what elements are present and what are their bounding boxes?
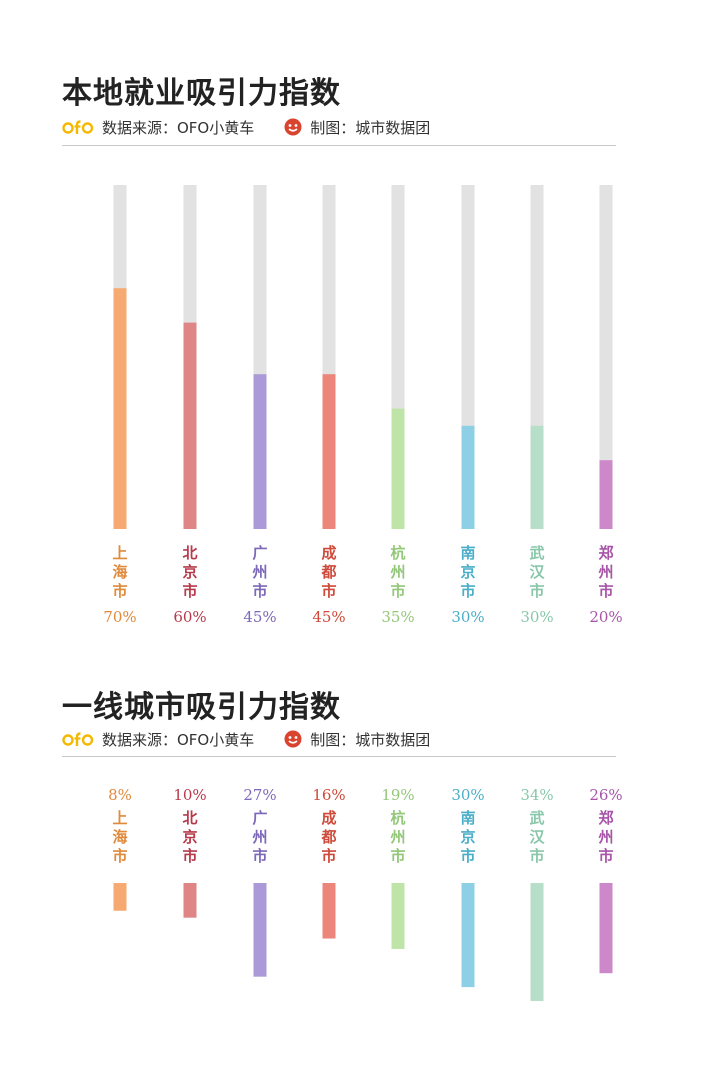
bar-chart-first-tier-attraction: 8% 上海市 10% 北京市 27% 广州市 16% 成都市 19% 杭州市 30% 南京市 34% 武汉…: [108, 786, 623, 1001]
bar: [113, 883, 127, 911]
face-icon: [284, 730, 302, 748]
bar: [391, 408, 405, 529]
chart-meta: 数据来源：OFO小黄车 制图：城市数据团: [62, 116, 430, 138]
city-label: 成都市: [320, 809, 336, 865]
chart-section-2: 一线城市吸引力指数 数据来源：OFO小黄车 制图：城市数据团 8% 上海市 10% 北…: [0, 660, 720, 1076]
value-label: 35%: [381, 608, 414, 626]
bar: [391, 883, 405, 949]
value-label: 30%: [520, 608, 553, 626]
city-label: 南京市: [460, 809, 475, 865]
maker-label: 制图：城市数据团: [310, 730, 431, 749]
bar: [530, 883, 544, 1001]
value-label: 19%: [381, 786, 414, 804]
city-label: 郑州市: [597, 809, 613, 865]
ofo-logo-icon: [62, 120, 94, 134]
bar: [253, 883, 267, 977]
ofo-logo-icon: [62, 732, 94, 746]
bar: [183, 883, 197, 918]
bar: [599, 883, 613, 974]
value-label: 26%: [589, 786, 622, 804]
value-label: 30%: [451, 786, 484, 804]
bar: [461, 425, 475, 529]
chart-section-1: 本地就业吸引力指数 数据来源：OFO小黄车 制图：城市数据团 上海市 70% 北京市…: [62, 76, 623, 626]
bar: [599, 460, 613, 529]
value-label: 16%: [312, 786, 345, 804]
city-label: 杭州市: [389, 809, 405, 865]
bar-track: [599, 185, 613, 529]
city-label: 广州市: [251, 809, 267, 865]
value-label: 20%: [589, 608, 622, 626]
data-source-label: 数据来源：OFO小黄车: [102, 118, 255, 137]
city-label: 上海市: [112, 544, 127, 600]
bar: [113, 288, 127, 529]
chart-title: 本地就业吸引力指数: [62, 76, 341, 111]
city-label: 成都市: [320, 544, 336, 600]
divider: [62, 756, 616, 757]
city-label: 广州市: [251, 544, 267, 600]
value-label: 34%: [520, 786, 553, 804]
bar: [183, 322, 197, 529]
chart-meta: 数据来源：OFO小黄车 制图：城市数据团: [62, 728, 430, 750]
city-label: 北京市: [182, 544, 197, 600]
face-icon: [284, 118, 302, 136]
value-label: 45%: [243, 608, 276, 626]
value-label: 10%: [173, 786, 206, 804]
value-label: 45%: [312, 608, 345, 626]
divider: [62, 145, 616, 146]
bar-chart-local-employment: 上海市 70% 北京市 60% 广州市 45% 成都市 45% 杭州市 35% 南京市 30% 武汉市 3…: [103, 185, 623, 626]
value-label: 27%: [243, 786, 276, 804]
bar: [530, 425, 544, 529]
city-label: 杭州市: [389, 544, 405, 600]
maker-label: 制图：城市数据团: [310, 118, 431, 137]
bar: [322, 883, 336, 939]
bar: [253, 374, 267, 529]
city-label: 武汉市: [529, 809, 545, 865]
city-label: 武汉市: [529, 544, 545, 600]
data-source-label: 数据来源：OFO小黄车: [102, 730, 255, 749]
bar: [461, 883, 475, 988]
value-label: 8%: [108, 786, 132, 804]
city-label: 郑州市: [597, 544, 613, 600]
bar: [322, 374, 336, 529]
chart-title: 一线城市吸引力指数: [62, 690, 341, 725]
value-label: 30%: [451, 608, 484, 626]
value-label: 70%: [103, 608, 136, 626]
city-label: 南京市: [460, 544, 475, 600]
value-label: 60%: [173, 608, 206, 626]
city-label: 上海市: [112, 809, 127, 865]
city-label: 北京市: [182, 809, 197, 865]
